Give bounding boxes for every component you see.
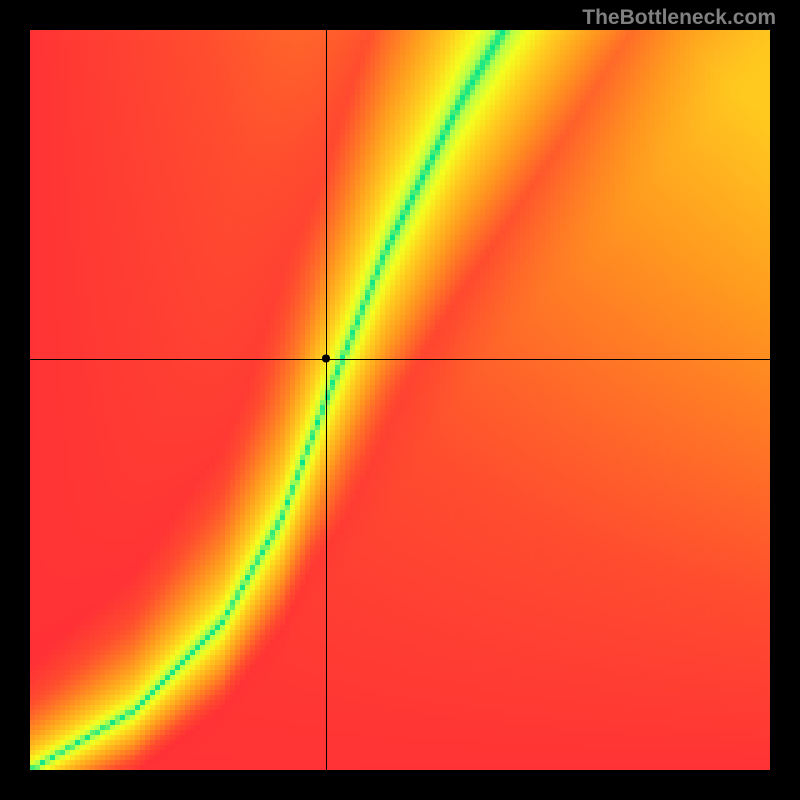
root: TheBottleneck.com	[0, 0, 800, 800]
watermark-text: TheBottleneck.com	[582, 6, 776, 30]
heatmap-canvas	[0, 0, 800, 800]
